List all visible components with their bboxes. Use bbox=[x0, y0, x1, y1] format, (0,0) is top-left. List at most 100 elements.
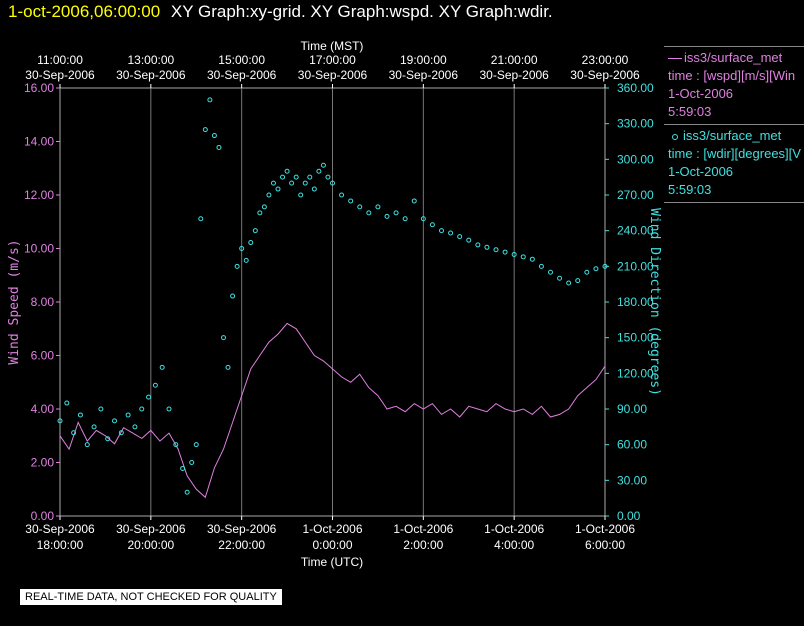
right-axis-label: Wind Direction (degrees) bbox=[647, 208, 662, 396]
top-tick-label-time: 17:00:00 bbox=[309, 53, 356, 67]
wind-direction-point bbox=[298, 192, 304, 198]
wind-direction-point bbox=[239, 246, 245, 251]
wind-direction-point bbox=[173, 442, 179, 448]
bottom-tick-label-time: 0:00:00 bbox=[312, 538, 352, 552]
wind-direction-point bbox=[207, 97, 213, 103]
wind-direction-point bbox=[243, 257, 249, 263]
right-tick-label: 180.00 bbox=[617, 295, 654, 309]
wind-direction-point bbox=[64, 400, 70, 406]
wind-direction-point bbox=[393, 210, 399, 216]
right-tick-label: 0.00 bbox=[617, 509, 641, 523]
wind-direction-point bbox=[330, 180, 335, 186]
wind-direction-point bbox=[57, 418, 63, 424]
right-tick-label: 240.00 bbox=[617, 224, 654, 238]
right-tick-label: 330.00 bbox=[617, 117, 654, 131]
wind-direction-point bbox=[230, 293, 236, 299]
right-tick-label: 120.00 bbox=[617, 366, 654, 380]
header-title-bar: 1-oct-2006,06:00:00 XY Graph:xy-grid. XY… bbox=[8, 2, 553, 22]
wind-direction-point bbox=[198, 216, 204, 222]
top-tick-label-date: 30-Sep-2006 bbox=[207, 68, 277, 82]
top-tick-label-time: 23:00:00 bbox=[582, 53, 629, 67]
wind-direction-point bbox=[112, 418, 117, 424]
wind-direction-series bbox=[57, 97, 608, 495]
wind-direction-point bbox=[152, 382, 158, 388]
wind-direction-point bbox=[339, 192, 345, 198]
right-tick-label: 210.00 bbox=[617, 259, 654, 273]
wind-direction-point bbox=[311, 186, 317, 192]
wind-direction-point bbox=[275, 186, 281, 192]
bottom-axis-ticks: 30-Sep-2006 18:00:00 30-Sep-2006 20:00:00 30… bbox=[25, 516, 635, 552]
left-tick-label: 0.00 bbox=[31, 509, 55, 523]
wind-direction-point bbox=[180, 465, 186, 471]
header-graph-titles: XY Graph:xy-grid. XY Graph:wspd. XY Grap… bbox=[170, 2, 553, 21]
wind-direction-point bbox=[307, 174, 313, 180]
wind-direction-point bbox=[357, 204, 363, 210]
wind-direction-point bbox=[132, 424, 138, 430]
top-tick-label-time: 13:00:00 bbox=[127, 53, 174, 67]
wind-direction-point bbox=[261, 204, 267, 210]
wind-speed-series bbox=[59, 322, 606, 499]
top-tick-label-date: 30-Sep-2006 bbox=[25, 68, 95, 82]
wind-direction-point bbox=[166, 406, 172, 412]
wind-direction-point bbox=[593, 266, 599, 272]
legend-series-name: iss3/surface_met bbox=[683, 128, 782, 143]
left-tick-label: 14.00 bbox=[24, 135, 54, 149]
wind-direction-point bbox=[420, 216, 426, 222]
bottom-tick-label-date: 1-Oct-2006 bbox=[575, 522, 635, 536]
wind-direction-point bbox=[366, 210, 372, 216]
wind-direction-point bbox=[302, 180, 308, 186]
top-tick-label-time: 21:00:00 bbox=[491, 53, 538, 67]
top-tick-label-time: 15:00:00 bbox=[218, 53, 265, 67]
bottom-tick-label-time: 6:00:00 bbox=[585, 538, 625, 552]
wind-direction-point bbox=[575, 278, 581, 284]
legend-series-name: iss3/surface_met bbox=[684, 50, 783, 65]
right-axis-ticks: 0.00 30.00 60.00 90.00 120.00 150.00 180.00 210… bbox=[605, 81, 654, 523]
wind-direction-point bbox=[602, 263, 608, 269]
bottom-tick-label-time: 4:00:00 bbox=[494, 538, 534, 552]
left-tick-label: 6.00 bbox=[31, 349, 55, 363]
left-axis-label: Wind Speed (m/s) bbox=[7, 239, 22, 364]
wind-direction-point bbox=[448, 230, 454, 236]
wind-direction-point bbox=[248, 240, 254, 246]
top-tick-label-time: 11:00:00 bbox=[37, 53, 83, 67]
wind-direction-point bbox=[257, 210, 263, 216]
wind-direction-point bbox=[252, 228, 258, 234]
top-axis-ticks: 11:00:0030-Sep-200613:00:0030-Sep-200615… bbox=[25, 53, 640, 88]
left-tick-label: 10.00 bbox=[24, 242, 54, 256]
right-tick-label: 360.00 bbox=[617, 81, 654, 95]
bottom-tick-label-date: 30-Sep-2006 bbox=[25, 522, 95, 536]
wind-direction-point bbox=[289, 180, 295, 186]
wind-direction-point bbox=[84, 442, 90, 448]
wind-direction-point bbox=[193, 442, 199, 448]
left-tick-label: 4.00 bbox=[31, 402, 55, 416]
legend-series-date: 1-Oct-2006 bbox=[668, 86, 734, 101]
left-tick-label: 8.00 bbox=[31, 295, 55, 309]
right-tick-label: 60.00 bbox=[617, 438, 647, 452]
legend-series-desc: time : [wdir][degrees][V bbox=[668, 146, 801, 161]
wind-direction-point bbox=[125, 412, 131, 418]
wind-direction-point bbox=[211, 133, 217, 139]
wind-direction-point bbox=[402, 216, 408, 222]
wind-direction-point bbox=[316, 168, 322, 174]
top-tick-label-time: 19:00:00 bbox=[400, 53, 447, 67]
wind-direction-point bbox=[538, 263, 544, 269]
right-tick-label: 30.00 bbox=[617, 473, 647, 487]
left-axis-ticks: 0.00 2.00 4.00 6.00 8.00 10.00 12.00 14.00 16.00 bbox=[24, 81, 60, 523]
bottom-tick-label-time: 18:00:00 bbox=[37, 538, 84, 552]
wind-direction-point bbox=[429, 222, 435, 228]
wind-direction-point bbox=[284, 168, 290, 174]
bottom-tick-label-date: 1-Oct-2006 bbox=[484, 522, 544, 536]
bottom-tick-label-date: 1-Oct-2006 bbox=[393, 522, 453, 536]
wind-direction-point bbox=[189, 460, 195, 465]
wind-direction-point bbox=[566, 280, 572, 286]
wind-direction-point bbox=[139, 406, 145, 412]
top-axis-label: Time (MST) bbox=[301, 39, 364, 53]
wind-direction-point bbox=[384, 213, 390, 219]
bottom-tick-label-date: 30-Sep-2006 bbox=[207, 522, 277, 536]
left-tick-label: 12.00 bbox=[24, 188, 54, 202]
wind-direction-point bbox=[511, 251, 517, 257]
legend-series-desc: time : [wspd][m/s][Win bbox=[668, 68, 796, 83]
bottom-axis-label: Time (UTC) bbox=[301, 555, 363, 569]
bottom-tick-label-date: 1-Oct-2006 bbox=[302, 522, 362, 536]
